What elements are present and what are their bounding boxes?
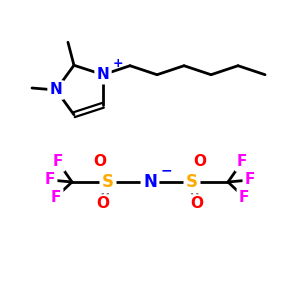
Text: F: F <box>237 154 247 169</box>
Text: N: N <box>97 67 110 82</box>
Text: O: O <box>190 196 203 211</box>
Text: F: F <box>245 172 255 188</box>
Text: N: N <box>50 82 62 98</box>
Text: F: F <box>45 172 55 188</box>
Text: O: O <box>97 196 110 211</box>
Text: S: S <box>186 173 198 191</box>
Text: F: F <box>239 190 249 205</box>
Text: +: + <box>113 57 124 70</box>
Text: N: N <box>143 173 157 191</box>
Text: S: S <box>102 173 114 191</box>
Text: O: O <box>194 154 206 169</box>
Text: O: O <box>94 154 106 169</box>
Text: F: F <box>53 154 63 169</box>
Text: F: F <box>51 190 61 205</box>
Text: −: − <box>161 163 172 177</box>
